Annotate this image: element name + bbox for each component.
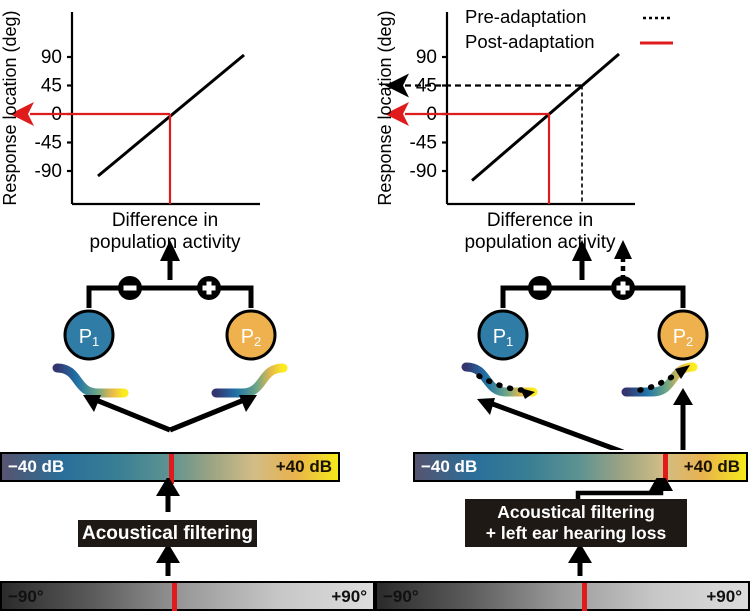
svg-text:-90: -90 <box>35 161 62 182</box>
svg-text:population activity: population activity <box>89 232 241 253</box>
svg-text:Response location (deg): Response location (deg) <box>0 10 20 205</box>
svg-text:45: 45 <box>41 76 62 97</box>
svg-text:90: 90 <box>41 47 62 68</box>
svg-text:Difference in: Difference in <box>112 210 218 231</box>
svg-text:-45: -45 <box>35 133 62 154</box>
